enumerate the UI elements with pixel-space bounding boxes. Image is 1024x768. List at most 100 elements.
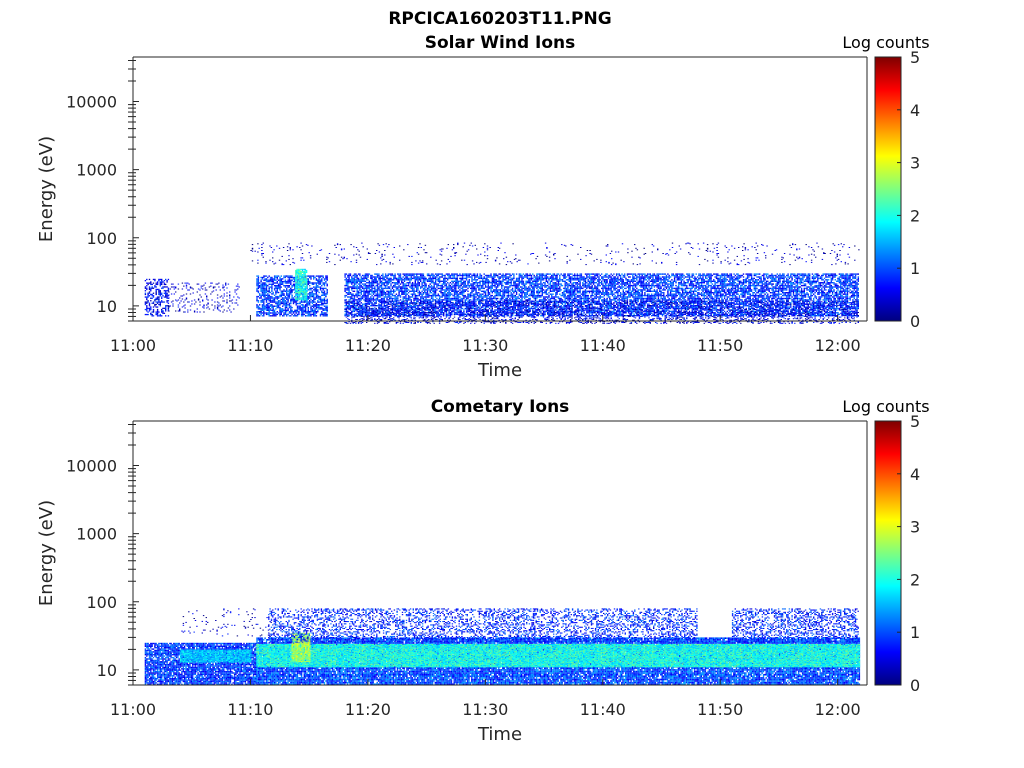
data-cell xyxy=(158,288,160,291)
data-cell xyxy=(264,287,266,290)
data-cell xyxy=(303,282,305,284)
data-cell xyxy=(437,273,439,275)
data-cell xyxy=(395,296,398,298)
data-cell xyxy=(368,307,371,310)
data-cell xyxy=(287,298,289,301)
data-cell xyxy=(534,313,537,315)
data-cell xyxy=(445,283,448,285)
data-cell xyxy=(479,302,481,304)
data-cell xyxy=(475,289,477,291)
data-cell xyxy=(498,292,500,294)
data-cell xyxy=(517,284,519,287)
data-cell xyxy=(479,310,481,313)
data-cell xyxy=(163,290,166,292)
data-cell xyxy=(372,284,375,287)
data-cell xyxy=(488,312,491,314)
data-cell xyxy=(315,289,318,291)
data-cell xyxy=(168,306,170,308)
data-cell xyxy=(487,284,489,287)
data-cell xyxy=(310,301,312,303)
data-cell xyxy=(366,292,368,294)
data-cell xyxy=(525,282,527,284)
data-cell xyxy=(490,294,492,297)
data-cell xyxy=(417,273,419,275)
data-cell xyxy=(375,279,377,281)
data-cell xyxy=(453,280,456,282)
data-cell xyxy=(509,306,511,308)
data-cell xyxy=(521,292,523,294)
data-cell xyxy=(301,272,304,274)
data-cell xyxy=(268,294,270,296)
data-cell xyxy=(414,284,416,287)
data-cell xyxy=(541,290,543,292)
data-cell xyxy=(455,273,457,275)
data-cell xyxy=(425,284,427,287)
data-cell xyxy=(491,309,493,311)
data-cell xyxy=(294,279,296,281)
data-cell xyxy=(389,299,391,301)
data-cell xyxy=(455,279,457,281)
data-cell xyxy=(463,297,465,300)
data-cell xyxy=(447,297,449,300)
data-cell xyxy=(487,302,489,304)
data-cell xyxy=(349,282,352,284)
data-cell xyxy=(443,286,445,288)
data-cell xyxy=(323,294,326,296)
data-cell xyxy=(451,312,453,314)
data-cell xyxy=(313,293,315,295)
data-cell xyxy=(475,274,477,277)
data-cell xyxy=(433,305,435,307)
data-cell xyxy=(349,286,352,288)
data-cell xyxy=(459,310,461,313)
data-cell xyxy=(256,305,258,307)
data-cell xyxy=(545,277,547,280)
data-cell xyxy=(347,315,349,317)
data-cell xyxy=(524,309,526,311)
data-cell xyxy=(421,277,423,280)
data-cell xyxy=(309,291,311,294)
data-cell xyxy=(287,297,289,299)
data-cell xyxy=(158,315,160,317)
data-cell xyxy=(257,290,260,292)
data-cell xyxy=(522,296,525,298)
data-cell xyxy=(364,287,367,290)
data-cell xyxy=(438,294,441,297)
data-cell xyxy=(464,290,466,292)
data-cell xyxy=(295,273,297,275)
data-cell xyxy=(498,277,500,280)
data-cell xyxy=(542,274,545,277)
data-cell xyxy=(294,298,296,301)
data-cell xyxy=(303,279,305,281)
data-cell xyxy=(326,302,328,305)
data-cell xyxy=(476,283,479,285)
data-cell xyxy=(288,294,291,296)
data-cell xyxy=(486,297,488,300)
data-cell xyxy=(407,289,410,291)
data-cell xyxy=(545,299,547,301)
data-cell xyxy=(314,309,316,311)
data-cell xyxy=(306,304,308,306)
data-cell xyxy=(386,313,388,315)
data-cell xyxy=(399,289,402,291)
data-cell xyxy=(325,278,327,280)
data-cell xyxy=(276,313,278,316)
data-cell xyxy=(301,270,304,272)
data-cell xyxy=(422,315,425,317)
data-cell xyxy=(428,280,430,282)
data-cell xyxy=(303,280,305,282)
data-cell xyxy=(487,297,489,300)
data-cell xyxy=(478,284,480,287)
data-cell xyxy=(443,305,445,307)
data-cell xyxy=(156,315,159,317)
data-cell xyxy=(488,276,491,278)
data-cell xyxy=(416,274,418,277)
data-cell xyxy=(375,290,377,292)
data-cell xyxy=(502,315,504,317)
data-cell xyxy=(261,306,264,309)
data-cell xyxy=(475,299,477,301)
data-cell xyxy=(418,312,421,314)
data-cell xyxy=(413,313,415,315)
data-cell xyxy=(479,303,481,305)
data-cell xyxy=(549,276,552,278)
data-cell xyxy=(521,312,523,314)
